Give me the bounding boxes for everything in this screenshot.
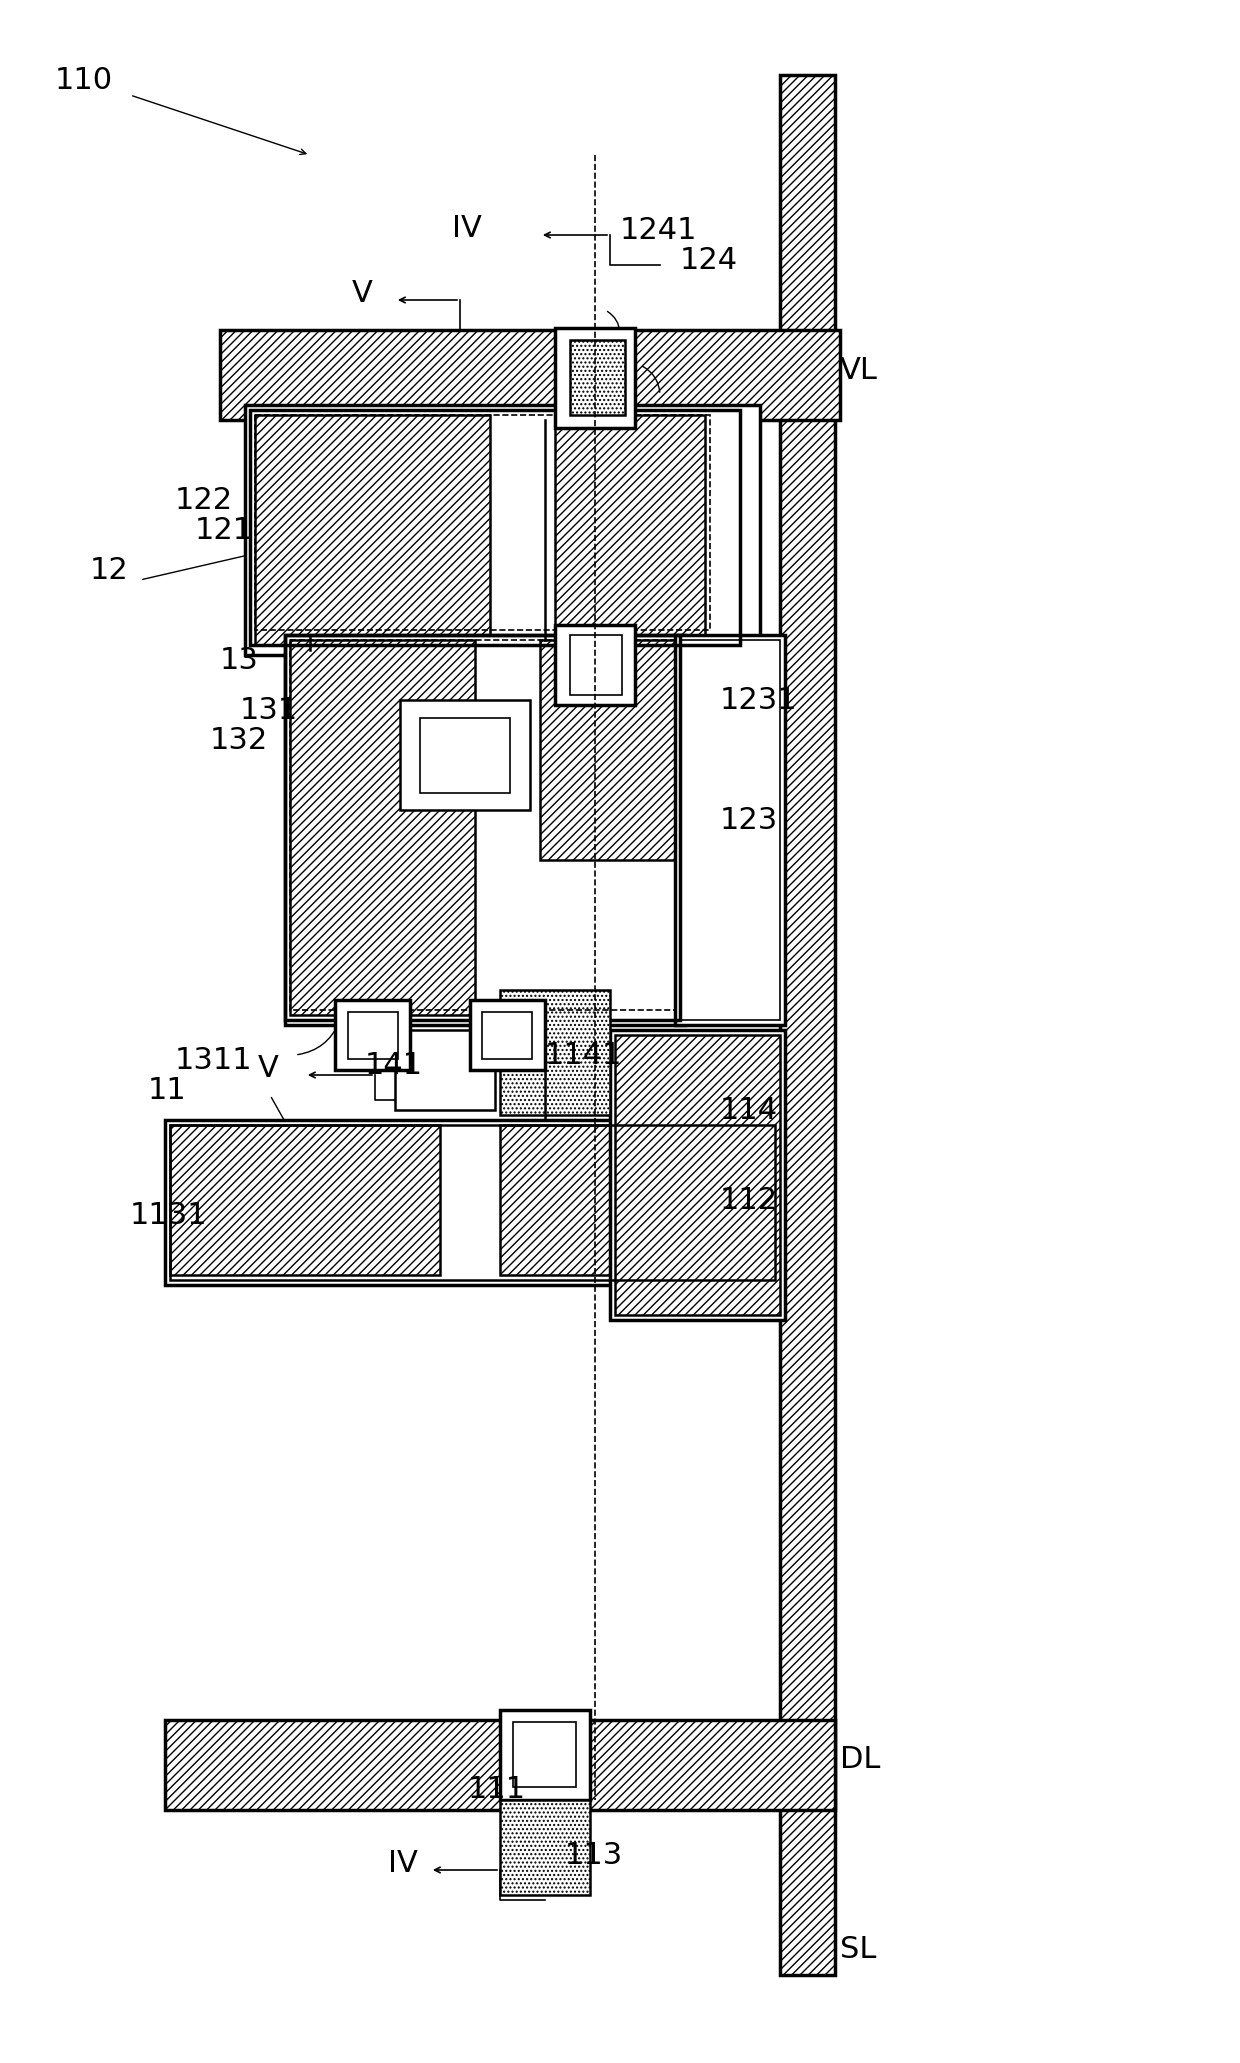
Text: 1311: 1311 — [175, 1046, 253, 1075]
Text: 124: 124 — [680, 245, 738, 274]
Bar — [556, 328, 635, 427]
Bar — [396, 1029, 495, 1110]
Bar — [290, 640, 475, 1015]
Text: 110: 110 — [55, 66, 113, 95]
Bar — [401, 699, 529, 811]
Bar — [170, 1124, 440, 1275]
Text: 121: 121 — [195, 516, 253, 545]
Text: 111: 111 — [467, 1776, 526, 1805]
Text: 1241: 1241 — [620, 215, 698, 245]
Bar — [500, 990, 610, 1114]
Bar — [219, 330, 839, 421]
Text: DL: DL — [839, 1745, 880, 1774]
Bar — [556, 625, 635, 706]
Text: 132: 132 — [210, 726, 268, 755]
Bar — [165, 1721, 835, 1809]
Text: V: V — [258, 1054, 279, 1083]
Text: 122: 122 — [175, 485, 233, 514]
Bar — [290, 640, 675, 1011]
Bar — [570, 635, 622, 695]
Bar — [285, 635, 680, 1019]
Bar — [500, 1710, 590, 1801]
Bar — [615, 1036, 780, 1314]
Bar — [556, 415, 706, 646]
Bar — [335, 1001, 410, 1071]
Text: 1231: 1231 — [720, 685, 797, 714]
Text: 12: 12 — [91, 555, 129, 584]
Bar — [255, 415, 711, 629]
Bar — [513, 1723, 577, 1787]
Bar — [255, 415, 490, 646]
Bar — [285, 635, 684, 1025]
Text: 11: 11 — [148, 1075, 187, 1104]
Bar — [420, 718, 510, 792]
Text: 131: 131 — [241, 695, 299, 724]
Text: IV: IV — [388, 1848, 418, 1877]
Bar — [500, 1124, 775, 1275]
Bar — [675, 635, 785, 1025]
Bar — [250, 411, 740, 646]
Bar — [500, 1801, 590, 1896]
Bar — [170, 1124, 775, 1279]
Text: IV: IV — [453, 212, 482, 243]
Text: 1131: 1131 — [130, 1201, 207, 1230]
Text: 13: 13 — [219, 646, 259, 675]
Bar — [348, 1013, 398, 1058]
Bar — [470, 1001, 546, 1071]
Text: SL: SL — [839, 1935, 877, 1964]
Bar — [246, 404, 760, 654]
Bar — [539, 640, 675, 860]
Text: 113: 113 — [565, 1840, 624, 1869]
Bar — [780, 74, 835, 1974]
Text: 112: 112 — [720, 1186, 779, 1215]
Bar — [570, 340, 625, 415]
Text: 123: 123 — [720, 805, 779, 836]
Text: 1141: 1141 — [546, 1040, 622, 1069]
Bar — [610, 1029, 785, 1320]
Bar — [482, 1013, 532, 1058]
Text: VL: VL — [839, 355, 878, 384]
Bar — [680, 640, 780, 1019]
Text: 114: 114 — [720, 1095, 779, 1124]
Text: V: V — [352, 279, 373, 307]
Text: 141: 141 — [365, 1050, 423, 1079]
Bar — [165, 1120, 780, 1285]
